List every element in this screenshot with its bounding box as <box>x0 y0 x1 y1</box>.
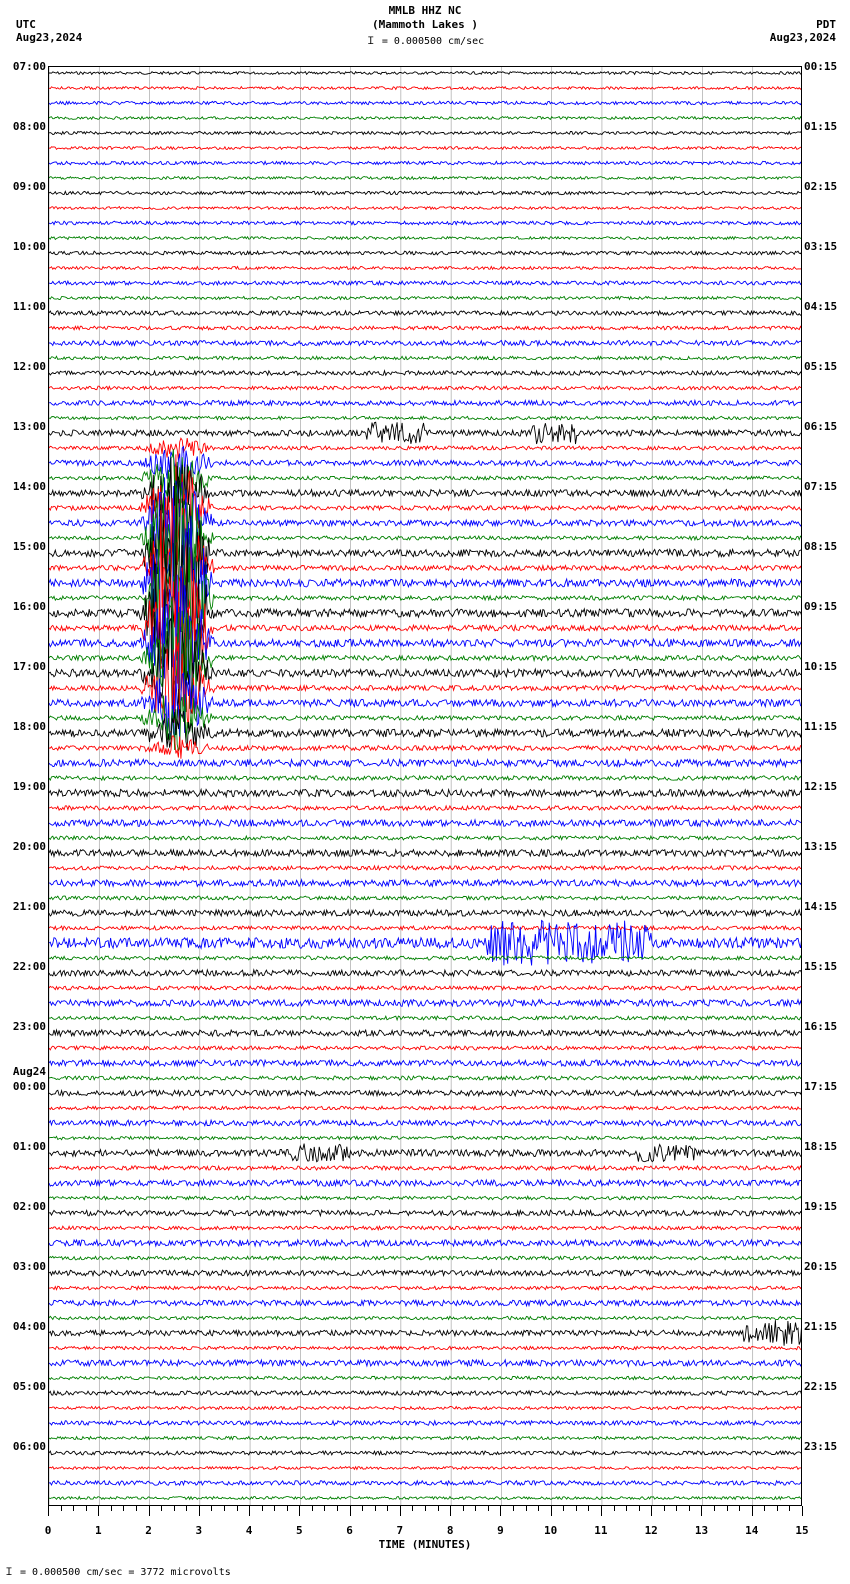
left-tick: 08:00 <box>0 120 46 133</box>
left-tick: 03:00 <box>0 1260 46 1273</box>
pdt-corner: PDT Aug23,2024 <box>770 18 836 44</box>
x-axis-title: TIME (MINUTES) <box>48 1538 802 1551</box>
right-tick: 23:15 <box>804 1440 850 1453</box>
x-tick: 1 <box>88 1524 108 1537</box>
right-tick: 22:15 <box>804 1380 850 1393</box>
x-tick: 7 <box>390 1524 410 1537</box>
right-tick: 02:15 <box>804 180 850 193</box>
left-tick: 11:00 <box>0 300 46 313</box>
plot-area <box>48 66 802 1506</box>
x-tick: 5 <box>289 1524 309 1537</box>
right-tick: 18:15 <box>804 1140 850 1153</box>
left-tick: 06:00 <box>0 1440 46 1453</box>
left-tick: 16:00 <box>0 600 46 613</box>
left-tick: 22:00 <box>0 960 46 973</box>
right-axis: 00:1501:1502:1503:1504:1505:1506:1507:15… <box>802 66 850 1506</box>
right-tick: 07:15 <box>804 480 850 493</box>
x-tick: 10 <box>541 1524 561 1537</box>
right-tick: 03:15 <box>804 240 850 253</box>
x-tick: 13 <box>691 1524 711 1537</box>
right-tick: 12:15 <box>804 780 850 793</box>
x-tick: 3 <box>189 1524 209 1537</box>
utc-corner: UTC Aug23,2024 <box>16 18 82 44</box>
header: MMLB HHZ NC (Mammoth Lakes ) Ｉ = 0.00050… <box>0 0 850 47</box>
x-tick: 6 <box>340 1524 360 1537</box>
right-tick: 06:15 <box>804 420 850 433</box>
left-axis: 07:0008:0009:0010:0011:0012:0013:0014:00… <box>0 66 48 1506</box>
right-tick: 15:15 <box>804 960 850 973</box>
left-tick: 07:00 <box>0 60 46 73</box>
x-tick: 14 <box>742 1524 762 1537</box>
footer-scale: Ｉ = 0.000500 cm/sec = 3772 microvolts <box>4 1563 231 1578</box>
right-tick: 11:15 <box>804 720 850 733</box>
left-tick: 15:00 <box>0 540 46 553</box>
left-tick: 21:00 <box>0 900 46 913</box>
left-tick: 17:00 <box>0 660 46 673</box>
x-tick: 15 <box>792 1524 812 1537</box>
right-tick: 04:15 <box>804 300 850 313</box>
scale-note: Ｉ = 0.000500 cm/sec <box>0 32 850 47</box>
x-tick: 9 <box>490 1524 510 1537</box>
x-tick: 11 <box>591 1524 611 1537</box>
left-tick: 10:00 <box>0 240 46 253</box>
station-id: MMLB HHZ NC <box>0 4 850 18</box>
left-tick: 12:00 <box>0 360 46 373</box>
left-tick: 23:00 <box>0 1020 46 1033</box>
utc-date: Aug23,2024 <box>16 31 82 44</box>
right-tick: 19:15 <box>804 1200 850 1213</box>
right-tick: 00:15 <box>804 60 850 73</box>
right-tick: 20:15 <box>804 1260 850 1273</box>
left-tick: 01:00 <box>0 1140 46 1153</box>
seismogram-svg <box>49 67 802 1506</box>
left-tick: Aug24 <box>0 1065 46 1078</box>
x-tick: 4 <box>239 1524 259 1537</box>
x-tick: 12 <box>641 1524 661 1537</box>
station-location: (Mammoth Lakes ) <box>0 18 850 32</box>
x-tick: 8 <box>440 1524 460 1537</box>
left-tick: 05:00 <box>0 1380 46 1393</box>
right-tick: 10:15 <box>804 660 850 673</box>
left-tick: 20:00 <box>0 840 46 853</box>
left-tick: 13:00 <box>0 420 46 433</box>
right-tick: 08:15 <box>804 540 850 553</box>
left-tick: 00:00 <box>0 1080 46 1093</box>
left-tick: 19:00 <box>0 780 46 793</box>
x-tick: 0 <box>38 1524 58 1537</box>
right-tick: 17:15 <box>804 1080 850 1093</box>
x-axis: TIME (MINUTES) 0123456789101112131415 <box>48 1506 802 1546</box>
left-tick: 14:00 <box>0 480 46 493</box>
right-tick: 05:15 <box>804 360 850 373</box>
x-tick: 2 <box>139 1524 159 1537</box>
right-tick: 09:15 <box>804 600 850 613</box>
right-tick: 21:15 <box>804 1320 850 1333</box>
left-tick: 02:00 <box>0 1200 46 1213</box>
pdt-date: Aug23,2024 <box>770 31 836 44</box>
seismogram-container: UTC Aug23,2024 PDT Aug23,2024 MMLB HHZ N… <box>0 0 850 1584</box>
utc-label: UTC <box>16 18 82 31</box>
right-tick: 13:15 <box>804 840 850 853</box>
left-tick: 09:00 <box>0 180 46 193</box>
left-tick: 04:00 <box>0 1320 46 1333</box>
left-tick: 18:00 <box>0 720 46 733</box>
right-tick: 01:15 <box>804 120 850 133</box>
pdt-label: PDT <box>770 18 836 31</box>
right-tick: 14:15 <box>804 900 850 913</box>
right-tick: 16:15 <box>804 1020 850 1033</box>
